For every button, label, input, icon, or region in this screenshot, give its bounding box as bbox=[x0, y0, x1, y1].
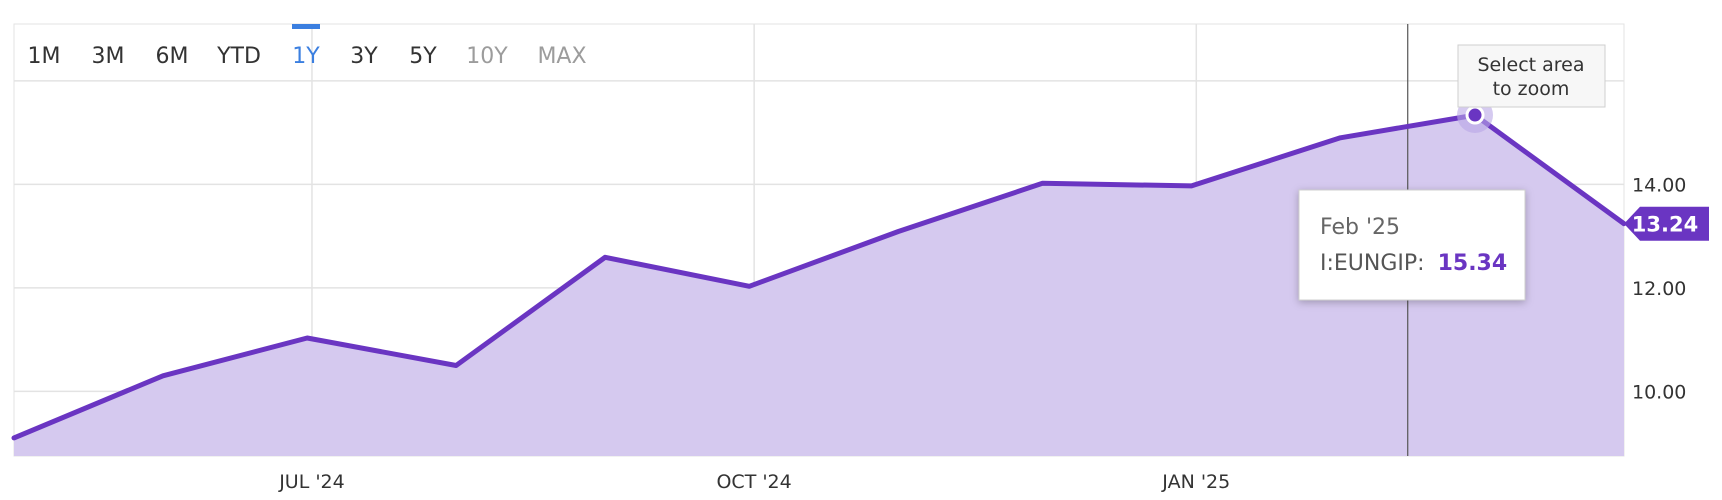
range-selector[interactable]: 1M 3M 6M YTD 1Y 3Y 5Y 10Y MAX bbox=[28, 24, 587, 69]
last-value-label: 13.24 bbox=[1632, 213, 1698, 237]
range-button-3m[interactable]: 3M bbox=[92, 44, 125, 69]
zoom-hint: Select area to zoom bbox=[1457, 44, 1606, 108]
zoom-hint-line2: to zoom bbox=[1493, 78, 1570, 100]
zoom-hint-line1: Select area bbox=[1477, 54, 1584, 76]
y-tick-label: 12.00 bbox=[1632, 278, 1686, 300]
x-axis-ticks: JUL '24 OCT '24 JAN '25 bbox=[278, 471, 1230, 493]
last-value-badge: 13.24 bbox=[1624, 206, 1709, 241]
tooltip: Feb '25 I:EUNGIP: 15.34 bbox=[1298, 189, 1526, 301]
range-button-5y[interactable]: 5Y bbox=[409, 44, 437, 69]
range-button-1y[interactable]: 1Y bbox=[292, 44, 320, 69]
x-tick-label: JAN '25 bbox=[1161, 471, 1230, 493]
range-button-10y[interactable]: 10Y bbox=[466, 44, 508, 69]
tooltip-value: 15.34 bbox=[1438, 251, 1508, 276]
range-button-1m[interactable]: 1M bbox=[28, 44, 61, 69]
range-button-6m[interactable]: 6M bbox=[156, 44, 189, 69]
range-button-3y[interactable]: 3Y bbox=[350, 44, 378, 69]
last-value-badge-shape bbox=[1624, 206, 1709, 241]
tooltip-series-row: I:EUNGIP: 15.34 bbox=[1320, 251, 1507, 276]
y-tick-label: 10.00 bbox=[1632, 381, 1686, 403]
y-tick-label: 14.00 bbox=[1632, 174, 1686, 196]
x-tick-label: JUL '24 bbox=[278, 471, 345, 493]
active-range-indicator bbox=[292, 24, 320, 29]
tooltip-date: Feb '25 bbox=[1320, 215, 1400, 240]
highlight-point[interactable] bbox=[1465, 105, 1485, 125]
range-button-ytd[interactable]: YTD bbox=[216, 44, 261, 69]
series-line[interactable] bbox=[11, 112, 1627, 441]
x-tick-label: OCT '24 bbox=[716, 471, 791, 493]
tooltip-series-label: I:EUNGIP: bbox=[1320, 251, 1425, 276]
range-button-max[interactable]: MAX bbox=[537, 44, 586, 69]
y-axis-ticks: 10.00 12.00 14.00 bbox=[1632, 174, 1686, 403]
series-area bbox=[14, 115, 1624, 456]
